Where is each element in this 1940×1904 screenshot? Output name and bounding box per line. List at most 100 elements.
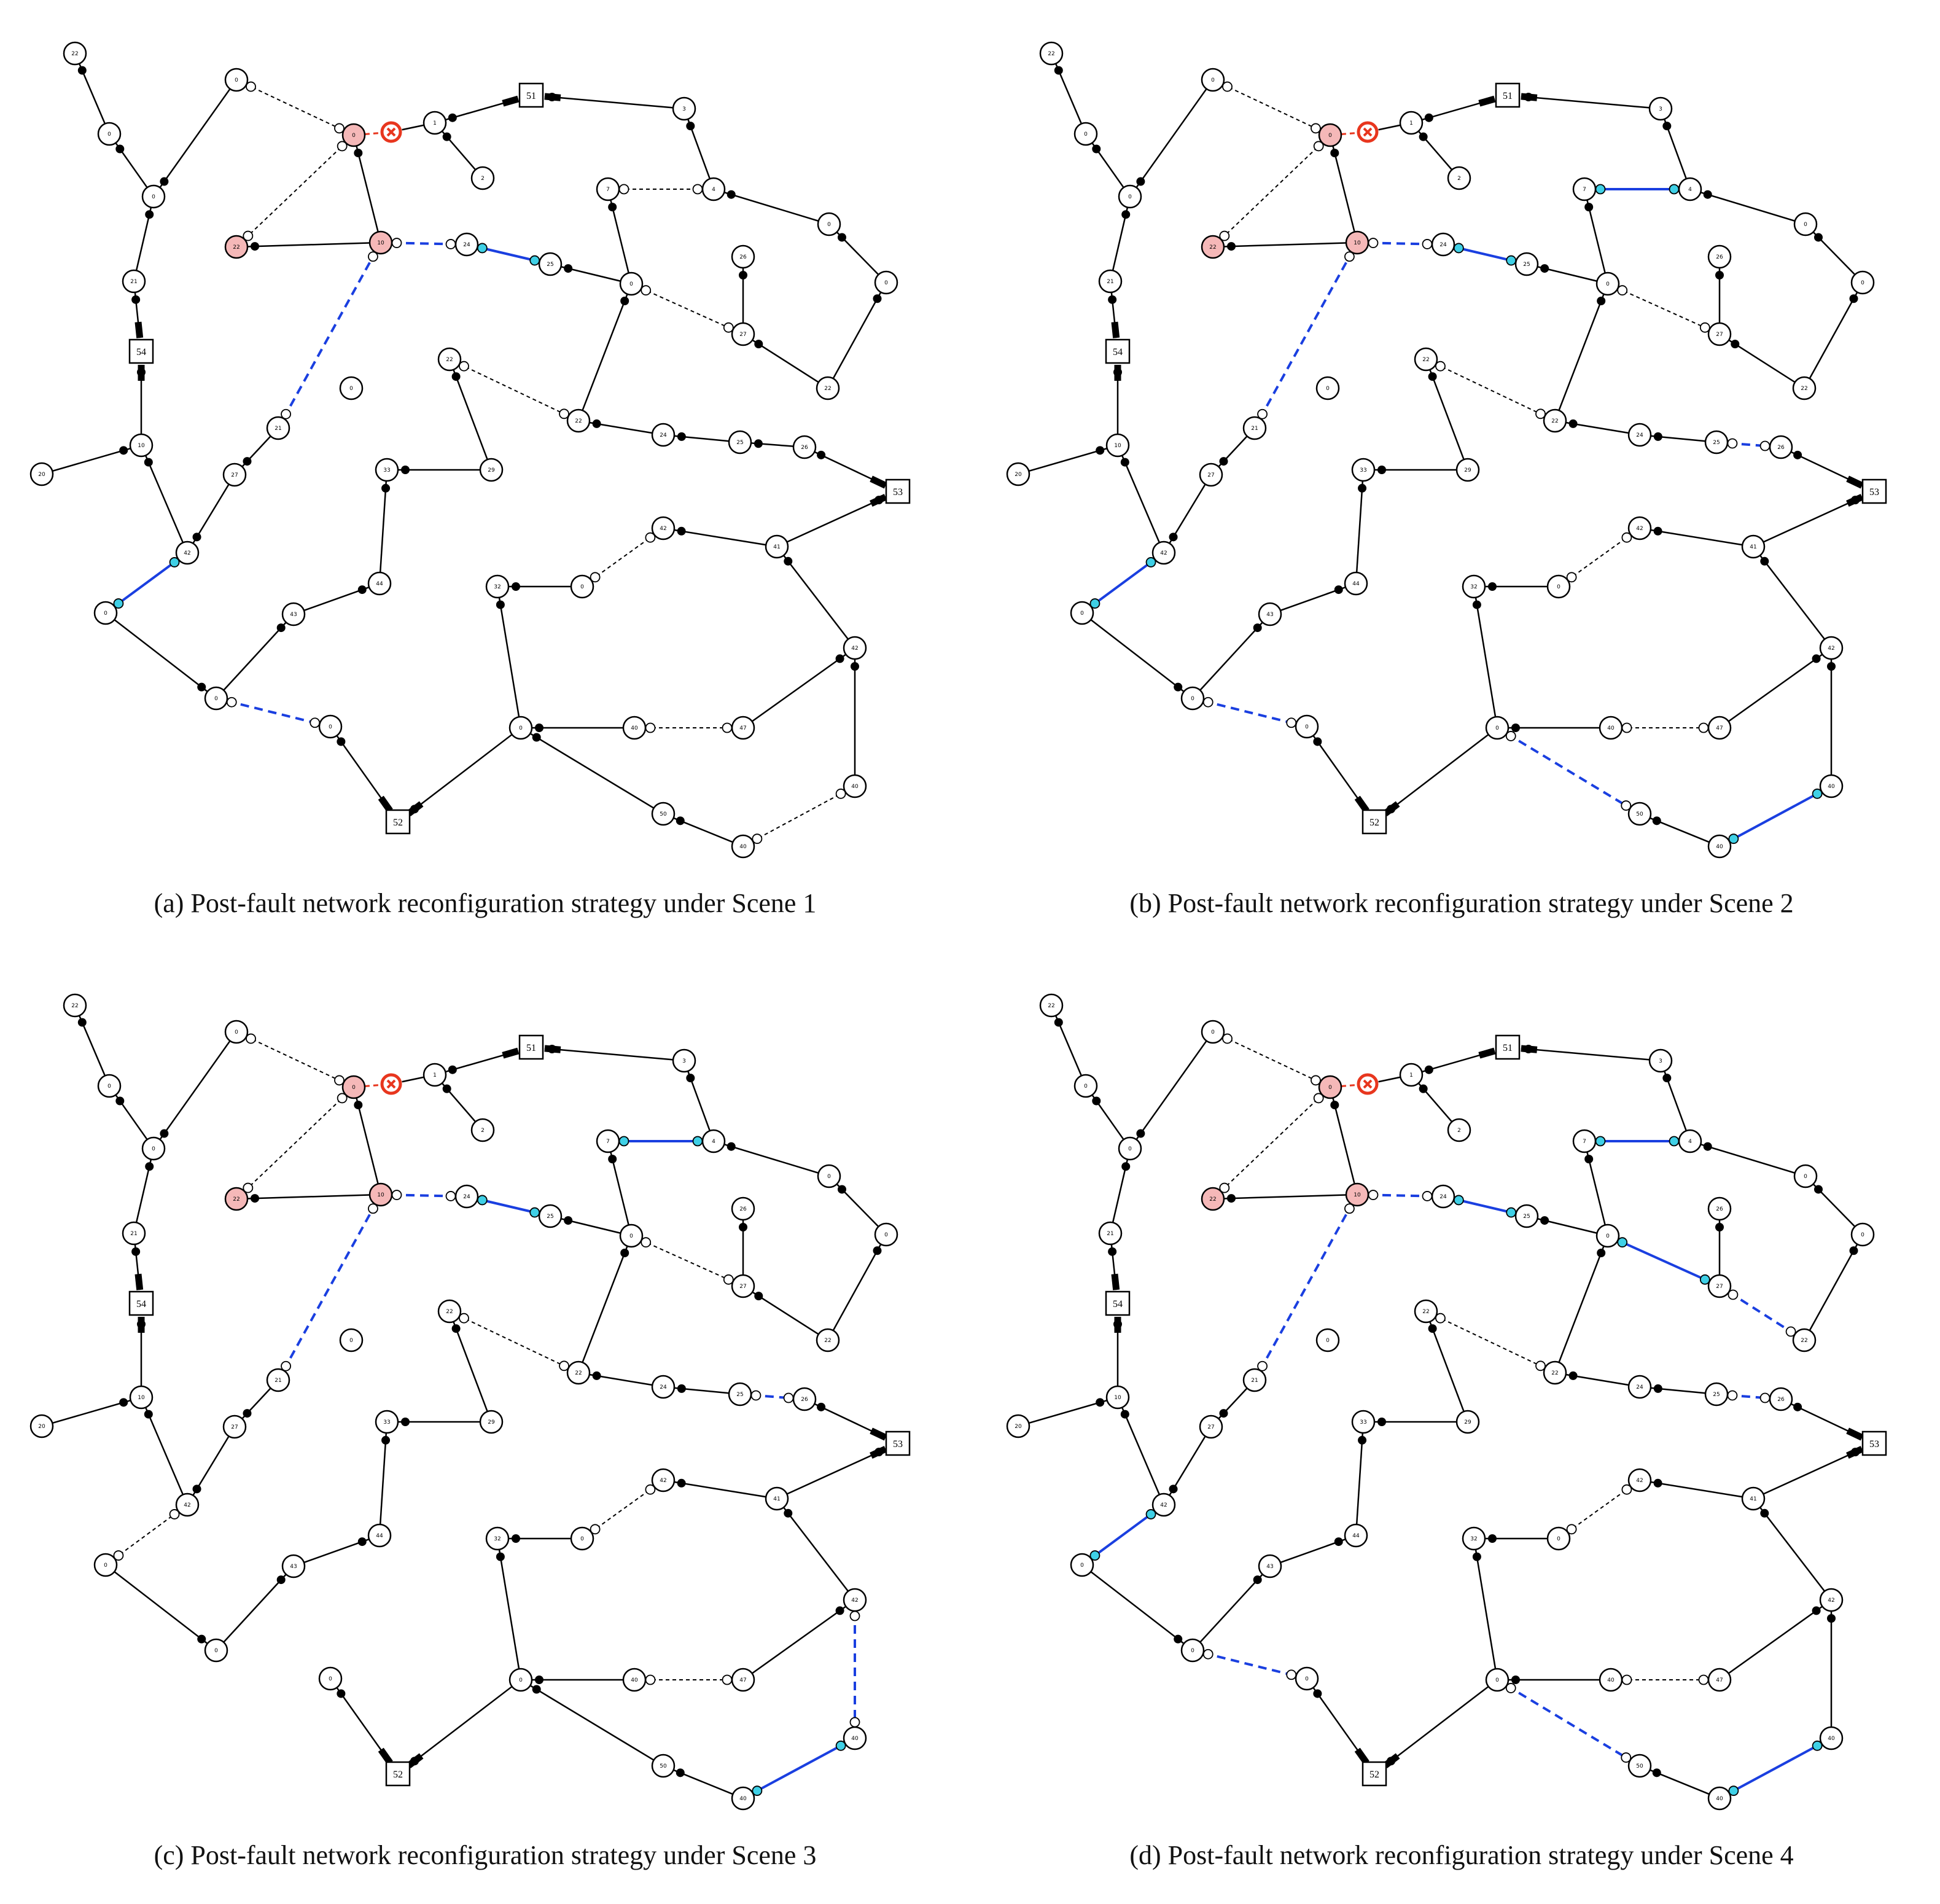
bus-node	[731, 322, 755, 346]
caption-scene-2: (b) Post-fault network reconfiguration s…	[1129, 888, 1794, 918]
fault-edge	[364, 131, 381, 136]
switch-marker	[1595, 1136, 1606, 1147]
bus-node	[1344, 571, 1368, 596]
bus-node	[1399, 1063, 1424, 1087]
bus-node	[765, 534, 789, 559]
node-label: 26	[801, 1397, 808, 1403]
closed-switch-marker	[1652, 816, 1661, 825]
bus-node	[1242, 416, 1267, 440]
closed-switch-marker	[1334, 1537, 1343, 1547]
node-label: 3	[1659, 1058, 1662, 1064]
bus-node	[1678, 177, 1702, 201]
switch-marker	[783, 1392, 794, 1403]
node-label: 0	[580, 1536, 584, 1542]
bus-node	[122, 269, 146, 294]
bus-node	[1098, 269, 1123, 294]
bus-node	[224, 1020, 249, 1044]
closed-switch-marker	[250, 242, 259, 251]
bus-node	[731, 716, 755, 740]
source-label: 53	[1869, 487, 1879, 497]
source-label: 54	[1113, 347, 1123, 357]
source-node	[1362, 809, 1387, 835]
closed-switch-marker	[1472, 1552, 1481, 1561]
bus-node	[570, 574, 594, 599]
node-label: 33	[383, 467, 390, 474]
closed-switch-marker	[119, 1398, 128, 1407]
bus-node	[141, 184, 166, 209]
node-label: 24	[1636, 1384, 1643, 1391]
node-label: 22	[1551, 1370, 1558, 1376]
node-label: 41	[773, 544, 780, 550]
bus-node	[437, 1299, 462, 1324]
line-edge	[1728, 339, 1796, 383]
switch-marker	[445, 1191, 456, 1201]
caption-scene-1: (a) Post-fault network reconfiguration s…	[154, 888, 817, 918]
bus-node	[222, 1414, 247, 1439]
node-label: 22	[824, 1338, 831, 1344]
bus-node	[1455, 1410, 1480, 1434]
bus-node	[701, 177, 726, 201]
node-label: 42	[1828, 1598, 1834, 1604]
node-label: 0	[1084, 1083, 1088, 1090]
bus-node	[1151, 540, 1176, 565]
line-edge	[1728, 654, 1823, 722]
closed-switch-marker	[1511, 724, 1520, 732]
closed-switch-marker	[1540, 1216, 1549, 1225]
switch-marker	[849, 1717, 860, 1728]
node-label: 0	[519, 1677, 523, 1684]
closed-switch-marker	[131, 1247, 141, 1256]
switch-marker	[1286, 717, 1297, 728]
closed-switch-marker	[1136, 1129, 1145, 1138]
bus-node	[1485, 716, 1510, 740]
restored-edge	[114, 558, 179, 607]
closed-switch-marker	[1054, 66, 1063, 75]
source-node	[1495, 1034, 1521, 1060]
closed-switch-marker	[197, 682, 206, 692]
switch-marker	[1698, 722, 1709, 733]
bus-node	[1599, 716, 1623, 740]
node-label: 0	[1305, 1676, 1309, 1682]
line-edge	[1378, 1076, 1401, 1083]
network-diagram-scene-1: 2200215410200022101251340022724250262702…	[29, 41, 911, 859]
node-label: 24	[660, 432, 667, 439]
bus-node	[1180, 686, 1205, 711]
switch-marker	[835, 788, 846, 799]
node-label: 22	[1422, 357, 1429, 363]
node-label: 27	[739, 332, 746, 338]
switch-marker	[1222, 81, 1233, 92]
bus-node	[375, 1410, 399, 1434]
node-label: 26	[1777, 445, 1785, 451]
breaker-marker	[1383, 1753, 1400, 1769]
node-label: 40	[851, 784, 859, 790]
switch-marker	[1145, 1509, 1156, 1520]
switch-marker	[477, 1195, 488, 1206]
bus-node	[1039, 993, 1064, 1018]
closed-switch-marker	[496, 1552, 505, 1561]
restored-dashed-edge	[1728, 1290, 1796, 1336]
bus-node	[1648, 96, 1673, 121]
switch-marker	[645, 532, 656, 543]
switch-marker	[226, 696, 237, 708]
outage-node	[1201, 235, 1225, 259]
switch-marker	[477, 243, 488, 254]
open-switch-edge	[1220, 1094, 1323, 1192]
breaker-marker	[544, 1045, 561, 1053]
node-label: 24	[463, 1194, 470, 1200]
switch-marker	[559, 1360, 569, 1371]
bus-node	[1850, 1222, 1875, 1247]
bus-node	[1431, 1184, 1455, 1209]
line-edge	[52, 1399, 131, 1424]
bus-node	[731, 1786, 755, 1811]
bus-node	[1242, 1368, 1267, 1392]
line-edge	[1223, 242, 1347, 248]
bus-node	[1707, 322, 1732, 346]
breaker-marker	[134, 1273, 144, 1290]
bus-node	[281, 1554, 306, 1578]
closed-switch-marker	[1136, 177, 1145, 186]
bus-node	[1485, 1668, 1510, 1692]
breaker-marker	[407, 1753, 424, 1769]
closed-switch-marker	[1253, 1575, 1262, 1585]
node-label: 29	[488, 1419, 495, 1426]
node-label: 33	[1360, 1419, 1366, 1426]
source-node	[1105, 338, 1131, 364]
